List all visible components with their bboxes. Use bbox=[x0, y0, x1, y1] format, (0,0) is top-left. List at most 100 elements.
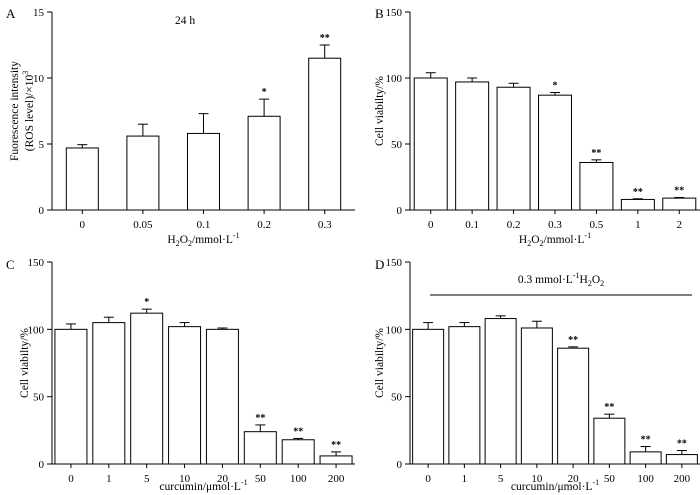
panel-d-xtick-label-4: 20 bbox=[568, 473, 580, 485]
panel-d-xtick-label-3: 10 bbox=[531, 473, 543, 485]
panel-d-significance-6: ** bbox=[641, 434, 651, 445]
panel-b-xlabel-part-2: O bbox=[531, 234, 539, 246]
panel-c-significance-2: * bbox=[144, 297, 149, 308]
panel-d-xlabel-part-1: -1 bbox=[592, 478, 599, 487]
panel-c-ytick-label-0: 0 bbox=[39, 459, 45, 471]
panel-a-annotation: 24 h bbox=[175, 15, 195, 27]
panel-a-ytick-label-2: 10 bbox=[33, 73, 45, 85]
panel-d-xlabel-part-0: curcumin/μmol·L bbox=[511, 481, 593, 493]
panel-b-xtick-label-0: 0 bbox=[428, 219, 434, 231]
panel-d-xlabel: curcumin/μmol·L-1 bbox=[511, 478, 599, 493]
panel-c-xtick-label-2: 5 bbox=[144, 473, 150, 485]
panel-d-annotation-part-3: 2 bbox=[588, 279, 592, 288]
panel-c: C 0 50 100 150 Cell viabilty/% 0 1 * 5 10 20 ** 50 ** 1… bbox=[6, 257, 355, 493]
panel-b-xtick-label-6: 2 bbox=[677, 219, 683, 231]
panel-b-xlabel-part-5: -1 bbox=[584, 231, 591, 240]
panel-b-letter: B bbox=[375, 6, 384, 21]
panel-b-bar-0.3 bbox=[538, 94, 572, 211]
panel-a-xlabel-part-1: 2 bbox=[176, 239, 180, 248]
panel-d-significance-4: ** bbox=[568, 335, 578, 346]
panel-c-xtick-label-4: 20 bbox=[217, 473, 229, 485]
panel-b-bar-0.5 bbox=[579, 161, 614, 211]
panel-c-xtick-label-1: 1 bbox=[106, 473, 112, 485]
panel-a-ytick-label-1: 5 bbox=[39, 139, 45, 151]
panel-b-xtick-label-2: 0.2 bbox=[507, 219, 521, 231]
panel-d-bar-10 bbox=[520, 327, 553, 465]
panel-d-bar-50 bbox=[593, 417, 626, 465]
panel-a-xlabel: H2O2/mmol·L-1 bbox=[167, 231, 239, 248]
panel-d-bar-0 bbox=[412, 328, 445, 465]
panel-d-ytick-label-2: 100 bbox=[386, 324, 403, 336]
panel-c-bar-1 bbox=[92, 322, 126, 465]
panel-d-bar-100 bbox=[629, 451, 662, 465]
panel-b-ytick-label-1: 50 bbox=[391, 139, 403, 151]
panel-a-bar-0.2 bbox=[247, 115, 281, 211]
panel-b-xlabel-part-3: 2 bbox=[540, 239, 544, 248]
panel-c-bar-5 bbox=[130, 312, 164, 465]
panel-c-xtick-label-5: 50 bbox=[255, 473, 267, 485]
panel-c-xtick-label-0: 0 bbox=[68, 473, 74, 485]
panel-b-xlabel-part-4: /mmol·L bbox=[544, 234, 585, 246]
panel-d-annotation: 0.3 mmol·L-1H2O2 bbox=[518, 271, 604, 288]
panel-b-xlabel-part-1: 2 bbox=[527, 239, 531, 248]
panel-d-xtick-label-7: 200 bbox=[674, 473, 691, 485]
panel-d-xtick-label-6: 100 bbox=[637, 473, 654, 485]
panel-a: A 0 5 10 15 Fuorescence intensity (ROS level)/… bbox=[6, 6, 355, 248]
panel-d-ytick-label-0: 0 bbox=[397, 459, 403, 471]
panel-a-xtick-label-4: 0.3 bbox=[318, 219, 332, 231]
panel-d-ytick-label-3: 150 bbox=[386, 257, 403, 269]
panel-b-bar-0.1 bbox=[455, 81, 490, 211]
panel-c-xlabel: curcumin/μmol·L-1 bbox=[159, 478, 247, 493]
panel-a-xlabel-part-2: O bbox=[180, 234, 188, 246]
panel-c-bar-100 bbox=[281, 439, 315, 465]
panel-b-bar-0.2 bbox=[496, 86, 531, 211]
panel-d-annotation-part-2: H bbox=[580, 274, 588, 286]
panel-c-ytick-label-2: 100 bbox=[28, 324, 45, 336]
panel-c-bar-20 bbox=[205, 328, 239, 465]
panel-a-ylabel-line-2-text: (ROS level)/×10 bbox=[24, 75, 36, 152]
panel-b-xtick-label-4: 0.5 bbox=[590, 219, 604, 231]
panel-a-significance-3: * bbox=[262, 87, 267, 98]
panel-b-xlabel-part-0: H bbox=[519, 234, 527, 246]
panel-a-bar-0.3 bbox=[308, 57, 342, 211]
panel-c-ytick-label-1: 50 bbox=[33, 392, 45, 404]
panel-a-bar-0 bbox=[65, 147, 99, 211]
panel-d-annotation-part-5: 2 bbox=[600, 279, 604, 288]
panel-c-bar-200 bbox=[319, 455, 353, 465]
panel-b-ytick-label-2: 100 bbox=[386, 73, 403, 85]
panel-b-significance-4: ** bbox=[591, 148, 601, 159]
panel-b-significance-5: ** bbox=[633, 187, 643, 198]
panel-b-xtick-label-1: 0.1 bbox=[465, 219, 479, 231]
panel-d-ylabel: Cell viabilty/% bbox=[374, 328, 386, 398]
panel-c-significance-7: ** bbox=[331, 440, 341, 451]
panel-b-significance-6: ** bbox=[674, 185, 684, 196]
panel-c-bar-0 bbox=[54, 328, 88, 465]
panel-d-xtick-label-2: 5 bbox=[498, 473, 504, 485]
panel-b-ytick-label-0: 0 bbox=[397, 205, 403, 217]
panel-d-ytick-label-1: 50 bbox=[391, 392, 403, 404]
panel-d-annotation-part-0: 0.3 mmol·L bbox=[518, 274, 573, 286]
panel-b-xlabel: H2O2/mmol·L-1 bbox=[519, 231, 591, 248]
panel-b: B 0 50 100 150 Cell viabilty/% 0 0.1 0.2 * 0.3 ** 0.… bbox=[374, 6, 700, 248]
panel-b-bar-2 bbox=[662, 197, 697, 211]
panel-c-xtick-label-6: 100 bbox=[290, 473, 307, 485]
panel-d-significance-7: ** bbox=[677, 439, 687, 450]
panel-c-bar-50 bbox=[243, 431, 277, 465]
panel-a-significance-4: ** bbox=[320, 33, 330, 44]
panel-b-bar-0 bbox=[413, 77, 448, 211]
panel-b-bar-1 bbox=[620, 198, 655, 211]
panel-c-xtick-label-7: 200 bbox=[328, 473, 345, 485]
panel-d-xtick-label-5: 50 bbox=[604, 473, 616, 485]
panel-a-ylabel-line-1: Fuorescence intensity bbox=[9, 61, 21, 161]
panel-d-annotation-part-1: -1 bbox=[573, 271, 580, 280]
panel-d-bar-200 bbox=[665, 454, 698, 465]
panel-b-ytick-label-3: 150 bbox=[386, 7, 403, 19]
panel-d: D 0 50 100 150 Cell viabilty/% 0 1 5 10 ** 20 ** 50 **… bbox=[374, 257, 700, 493]
panel-a-xtick-label-1: 0.05 bbox=[133, 219, 153, 231]
panel-d-xtick-label-1: 1 bbox=[462, 473, 468, 485]
panel-c-bar-10 bbox=[168, 326, 202, 465]
panel-b-ylabel: Cell viabilty/% bbox=[374, 76, 386, 146]
panel-d-bar-1 bbox=[448, 326, 481, 465]
panel-a-ylabel-line-2: (ROS level)/×103 bbox=[21, 71, 36, 151]
